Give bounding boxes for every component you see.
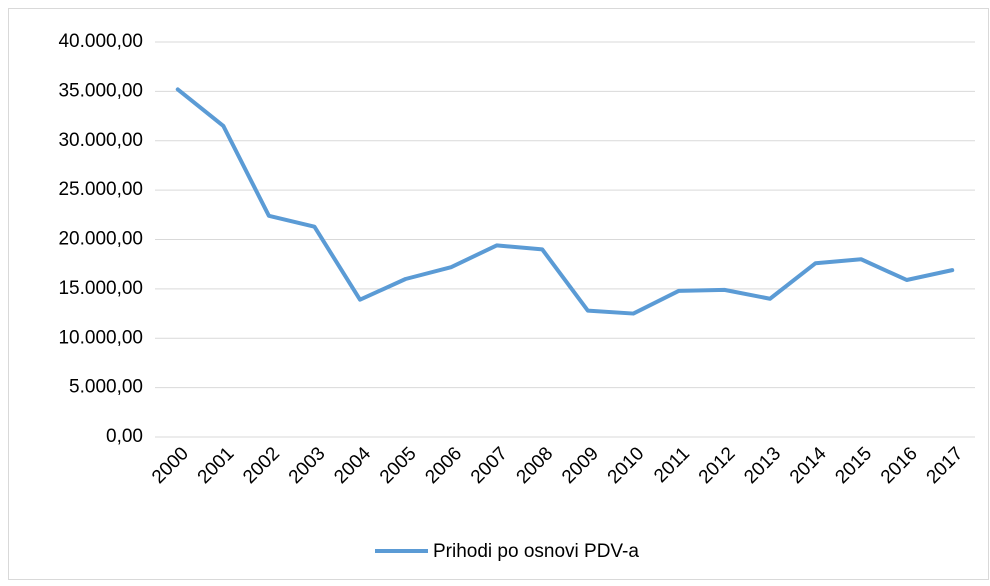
y-tick-label: 0,00: [106, 426, 143, 447]
x-tick-label: 2002: [239, 443, 284, 488]
x-tick-label: 2008: [513, 443, 558, 488]
x-tick-label: 2003: [285, 443, 330, 488]
x-tick-label: 2010: [604, 443, 649, 488]
x-tick-label: 2004: [330, 443, 375, 488]
x-tick-label: 2017: [923, 443, 968, 488]
x-tick-label: 2005: [376, 443, 421, 488]
y-tick-label: 20.000,00: [58, 229, 143, 250]
y-tick-label: 35.000,00: [58, 80, 143, 101]
x-tick-label: 2012: [695, 443, 740, 488]
y-tick-label: 5.000,00: [69, 377, 143, 398]
x-tick-label: 2015: [831, 443, 876, 488]
x-tick-label: 2000: [148, 443, 193, 488]
chart-frame: [8, 8, 989, 580]
y-tick-label: 25.000,00: [58, 179, 143, 200]
x-tick-label: 2001: [194, 443, 239, 488]
x-tick-label: 2006: [421, 443, 466, 488]
x-tick-label: 2007: [467, 443, 512, 488]
x-tick-label: 2011: [650, 443, 694, 487]
line-series: [175, 87, 955, 316]
x-tick-label: 2009: [558, 443, 603, 488]
y-tick-label: 30.000,00: [58, 130, 143, 151]
x-tick-label: 2016: [877, 443, 922, 488]
x-tick-label: 2014: [786, 443, 831, 488]
y-tick-label: 10.000,00: [58, 327, 143, 348]
y-tick-label: 15.000,00: [58, 278, 143, 299]
x-tick-label: 2013: [740, 443, 785, 488]
legend-label: Prihodi po osnovi PDV-a: [433, 541, 639, 562]
y-tick-label: 40.000,00: [58, 31, 143, 52]
